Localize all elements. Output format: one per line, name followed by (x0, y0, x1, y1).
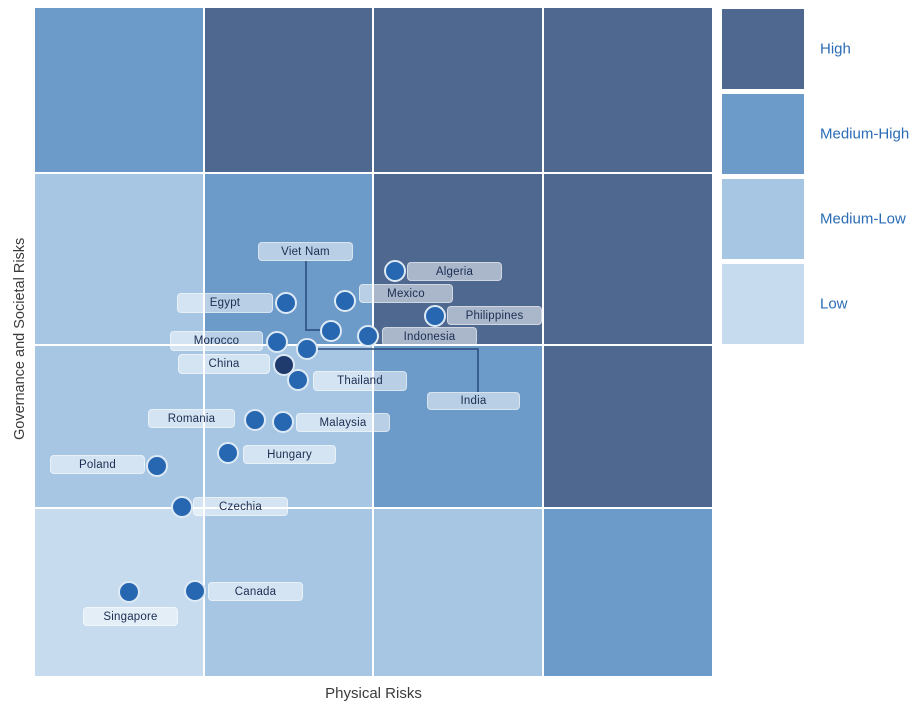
country-label-thailand: Thailand (313, 371, 407, 391)
country-dot-morocco (266, 331, 288, 353)
legend-label-low: Low (820, 295, 848, 313)
legend-swatch-medium-high (722, 94, 804, 174)
legend-swatch-low (722, 264, 804, 344)
country-dot-singapore (118, 581, 140, 603)
legend-label-medium-high: Medium-High (820, 125, 910, 143)
country-dot-poland (146, 455, 168, 477)
x-axis-label: Physical Risks (325, 685, 422, 702)
country-label-malaysia: Malaysia (296, 413, 390, 432)
legend-item-medium-high: Medium-High (722, 94, 922, 174)
country-label-canada: Canada (208, 582, 303, 601)
risk-cell-r1-c1 (35, 8, 203, 172)
country-label-india: India (427, 392, 520, 410)
country-label-czechia: Czechia (193, 497, 288, 516)
legend-item-medium-low: Medium-Low (722, 179, 922, 259)
risk-cell-r4-c4 (544, 509, 712, 676)
country-label-egypt: Egypt (177, 293, 273, 313)
y-axis-label: Governance and Societal Risks (12, 237, 28, 441)
risk-cell-r2-c4 (544, 174, 712, 344)
country-label-hungary: Hungary (243, 445, 336, 464)
legend-swatch-medium-low (722, 179, 804, 259)
country-dot-mexico (334, 290, 356, 312)
country-label-philippines: Philippines (447, 306, 542, 325)
country-label-romania: Romania (148, 409, 235, 428)
country-label-viet-nam: Viet Nam (258, 242, 353, 261)
country-dot-hungary (217, 442, 239, 464)
country-label-singapore: Singapore (83, 607, 178, 626)
country-dot-indonesia (357, 325, 379, 347)
legend-swatch-high (722, 9, 804, 89)
country-dot-romania (244, 409, 266, 431)
legend-label-medium-low: Medium-Low (820, 210, 906, 228)
country-label-poland: Poland (50, 455, 145, 474)
country-dot-malaysia (272, 411, 294, 433)
country-dot-czechia (171, 496, 193, 518)
country-dot-canada (184, 580, 206, 602)
country-label-mexico: Mexico (359, 284, 453, 303)
country-label-morocco: Morocco (170, 331, 263, 351)
country-dot-india (296, 338, 318, 360)
country-dot-philippines (424, 305, 446, 327)
country-label-algeria: Algeria (407, 262, 502, 281)
country-dot-viet-nam (320, 320, 342, 342)
legend-item-low: Low (722, 264, 922, 344)
risk-cell-r1-c2 (205, 8, 372, 172)
country-dot-algeria (384, 260, 406, 282)
legend-label-high: High (820, 40, 851, 58)
legend-item-high: High (722, 9, 922, 89)
country-label-china: China (178, 354, 270, 374)
country-dot-egypt (275, 292, 297, 314)
risk-cell-r1-c4 (544, 8, 712, 172)
plot-area: Algeria Egypt Mexico Viet Nam Philippines Ind… (35, 8, 712, 676)
risk-cell-r4-c3 (374, 509, 542, 676)
country-dot-china (273, 354, 295, 376)
risk-cell-r3-c4 (544, 346, 712, 507)
legend: High Medium-High Medium-Low Low (722, 9, 922, 349)
country-label-indonesia: Indonesia (382, 327, 477, 346)
risk-cell-r2-c1 (35, 174, 203, 344)
country-dot-thailand (287, 369, 309, 391)
risk-cell-r1-c3 (374, 8, 542, 172)
